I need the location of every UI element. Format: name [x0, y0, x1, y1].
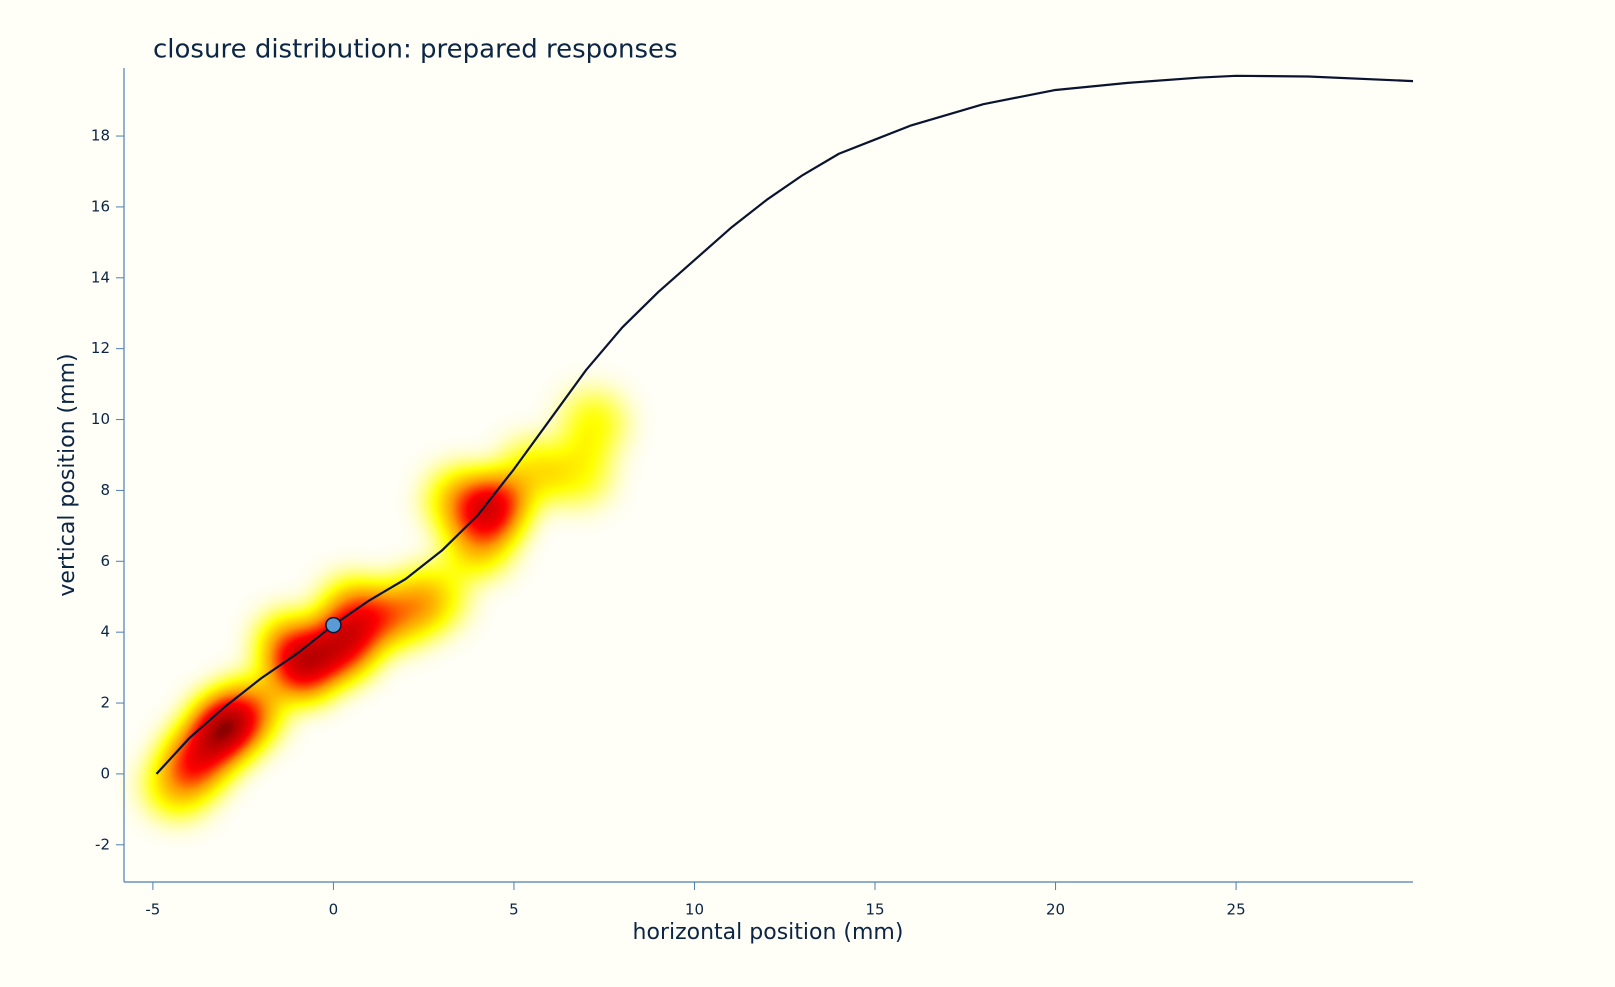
x-tick-label: 15: [865, 901, 884, 919]
y-tick-label: 16: [91, 197, 110, 215]
x-tick-label: 0: [329, 901, 339, 919]
density-blob: [260, 616, 321, 677]
density-blob: [429, 471, 490, 532]
y-tick-label: 6: [100, 552, 110, 570]
x-tick-label: -5: [145, 901, 160, 919]
density-blob: [148, 754, 209, 815]
y-tick-label: 12: [91, 339, 110, 357]
y-tick-label: 8: [100, 481, 110, 499]
density-layer: [148, 393, 624, 815]
x-tick-label: 5: [509, 901, 519, 919]
y-tick-label: 0: [100, 764, 110, 782]
density-blob: [404, 566, 465, 627]
y-axis-title: vertical position (mm): [55, 353, 80, 596]
x-axis-title: horizontal position (mm): [633, 920, 904, 945]
density-blob: [563, 393, 624, 454]
y-tick-label: 18: [91, 127, 110, 145]
x-tick-label: 20: [1046, 901, 1065, 919]
x-tick-label: 10: [685, 901, 704, 919]
marker-point: [325, 616, 342, 634]
chart-title: closure distribution: prepared responses: [153, 35, 678, 65]
x-tick-label: 25: [1227, 901, 1246, 919]
density-blob: [548, 442, 609, 503]
y-tick-label: 2: [100, 694, 110, 712]
density-blob: [502, 442, 563, 503]
y-tick-label: 10: [91, 410, 110, 428]
density-blob: [220, 680, 281, 741]
y-tick-label: 14: [91, 268, 110, 286]
y-tick-label: 4: [100, 623, 110, 641]
y-tick-label: -2: [95, 835, 110, 853]
